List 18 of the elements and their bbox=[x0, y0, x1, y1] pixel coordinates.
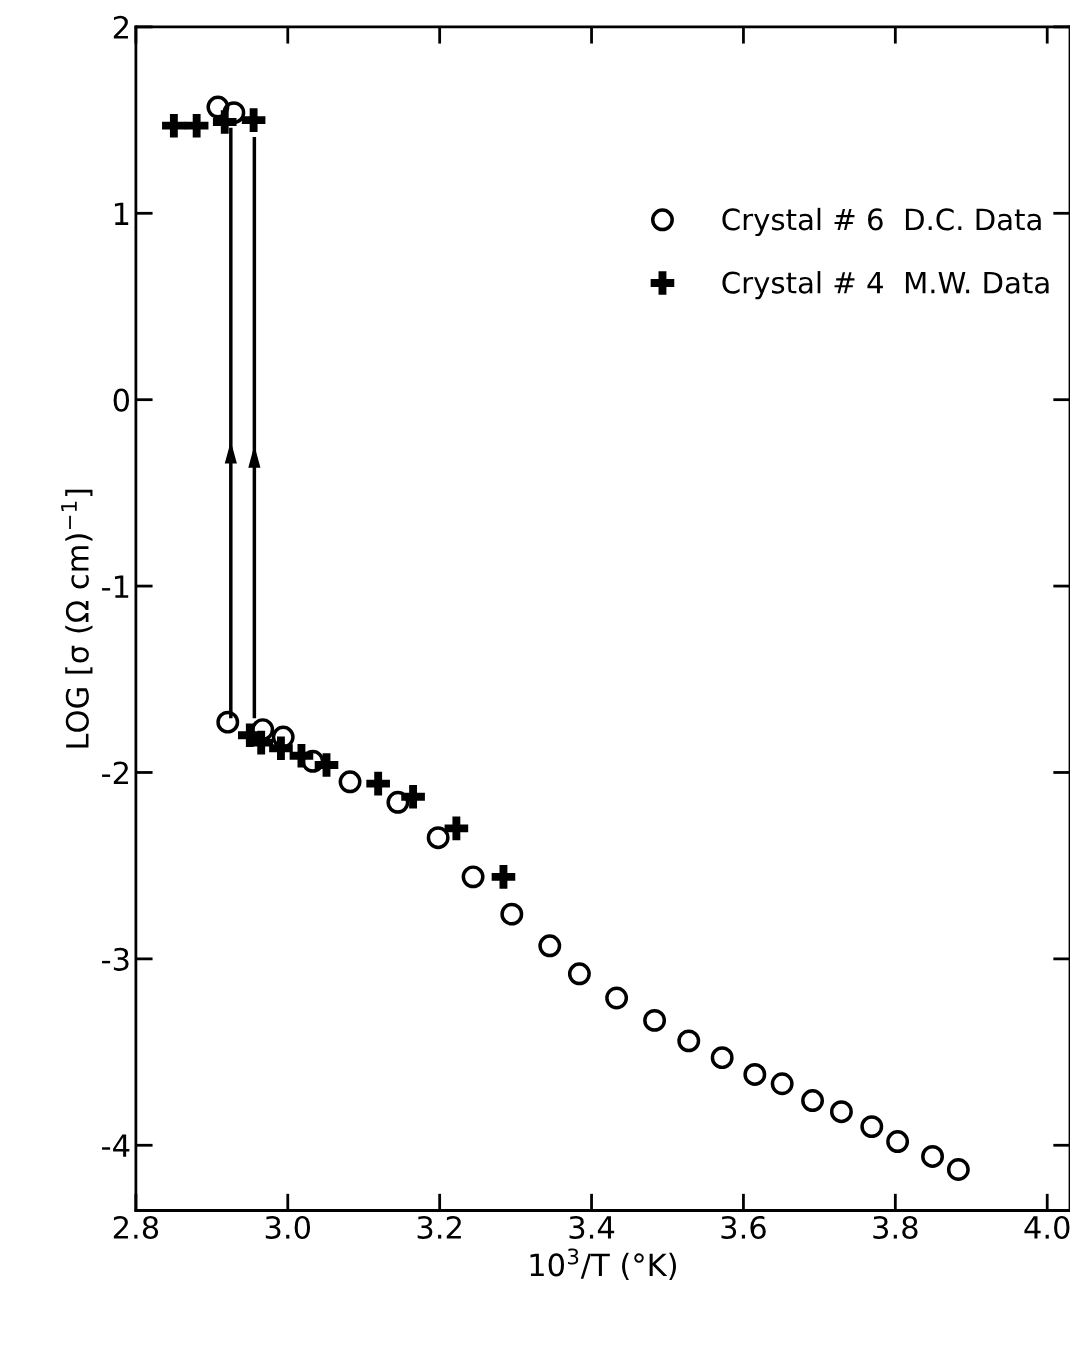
y-tick-label: -2 bbox=[102, 761, 128, 785]
y-tick-label: 2 bbox=[113, 15, 128, 39]
x-tick-label: 3.4 bbox=[569, 1215, 615, 1240]
legend-label: Crystal # 4 M.W. Data bbox=[722, 271, 1049, 300]
x-tick-label: 3.6 bbox=[721, 1215, 766, 1240]
y-tick-label: -4 bbox=[102, 1134, 130, 1157]
y-axis-title: LOG [σ (Ω cm)$^{−1}$] bbox=[61, 489, 93, 748]
legend-label: Crystal # 6 D.C. Data bbox=[722, 207, 1041, 237]
x-tick-label: 2.8 bbox=[113, 1215, 159, 1240]
x-tick-label: 3.8 bbox=[873, 1215, 918, 1240]
y-tick-label: -1 bbox=[102, 575, 129, 598]
y-tick-label: -3 bbox=[102, 947, 129, 971]
y-tick-label: 1 bbox=[114, 202, 129, 225]
x-axis-title: 10$^{3}$/T (°K) bbox=[530, 1248, 676, 1281]
x-tick-label: 4.0 bbox=[1024, 1215, 1070, 1240]
y-tick-label: 0 bbox=[113, 388, 129, 412]
x-tick-label: 3.2 bbox=[417, 1215, 461, 1240]
x-tick-label: 3.0 bbox=[265, 1215, 311, 1240]
